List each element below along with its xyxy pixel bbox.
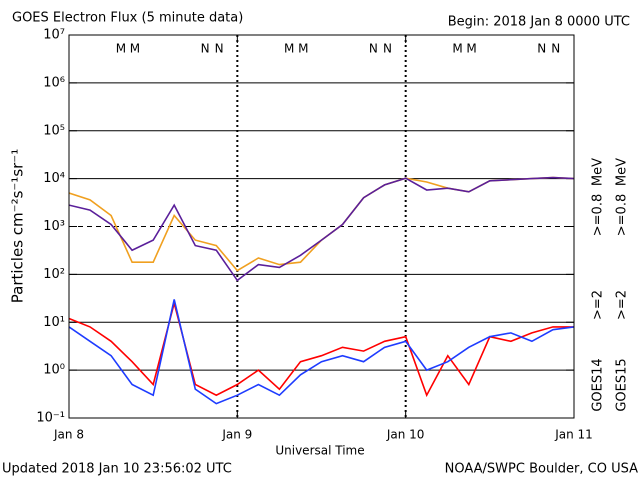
- series-line: [69, 300, 574, 398]
- y-tick-label: 10²: [43, 267, 65, 282]
- annotation: N: [383, 42, 392, 56]
- legend-satellite: GOES14: [591, 358, 606, 411]
- series-line: [69, 299, 574, 405]
- annotation: N: [551, 42, 560, 56]
- y-tick-label: 10⁻¹: [36, 411, 65, 426]
- x-tick-label: Jan 11: [554, 428, 593, 442]
- legend-entry: >=0.8: [591, 194, 606, 236]
- annotation: N: [537, 42, 546, 56]
- y-tick-label: 10¹: [43, 315, 65, 330]
- legend-entry: >=2: [615, 290, 630, 320]
- x-tick-label: Jan 8: [53, 428, 84, 442]
- y-tick-label: 10³: [43, 219, 65, 234]
- x-tick-label: Jan 10: [386, 428, 425, 442]
- y-tick-label: 10⁶: [43, 75, 65, 90]
- legend-entry: >=2: [591, 290, 606, 320]
- series-line: [69, 176, 574, 272]
- series-line: [69, 176, 574, 282]
- annotation: M: [298, 42, 308, 56]
- y-tick-label: 10⁴: [43, 171, 65, 186]
- legend-unit: MeV: [615, 158, 630, 186]
- plot-frame: [68, 34, 575, 419]
- y-tick-label: 10⁷: [43, 28, 65, 43]
- annotation: M: [466, 42, 476, 56]
- chart-title: GOES Electron Flux (5 minute data): [12, 11, 243, 26]
- legend-unit: MeV: [591, 158, 606, 186]
- x-axis-label: Universal Time: [275, 444, 364, 458]
- annotation: N: [201, 42, 210, 56]
- footer-right: NOAA/SWPC Boulder, CO USA: [445, 462, 638, 477]
- legend-satellite: GOES15: [615, 358, 630, 411]
- annotation: M: [130, 42, 140, 56]
- legend-entry: >=0.8: [615, 194, 630, 236]
- annotation: M: [452, 42, 462, 56]
- annotation: M: [284, 42, 294, 56]
- footer-left: Updated 2018 Jan 10 23:56:02 UTC: [2, 462, 232, 477]
- chart-subtitle: Begin: 2018 Jan 8 0000 UTC: [448, 15, 630, 30]
- y-tick-label: 10⁵: [43, 123, 65, 138]
- annotation: M: [116, 42, 126, 56]
- annotation: N: [369, 42, 378, 56]
- annotation: N: [215, 42, 224, 56]
- y-tick-label: 10⁰: [43, 363, 65, 378]
- y-axis-label: Particles cm⁻²s⁻¹sr⁻¹: [9, 149, 27, 303]
- x-tick-label: Jan 9: [221, 428, 252, 442]
